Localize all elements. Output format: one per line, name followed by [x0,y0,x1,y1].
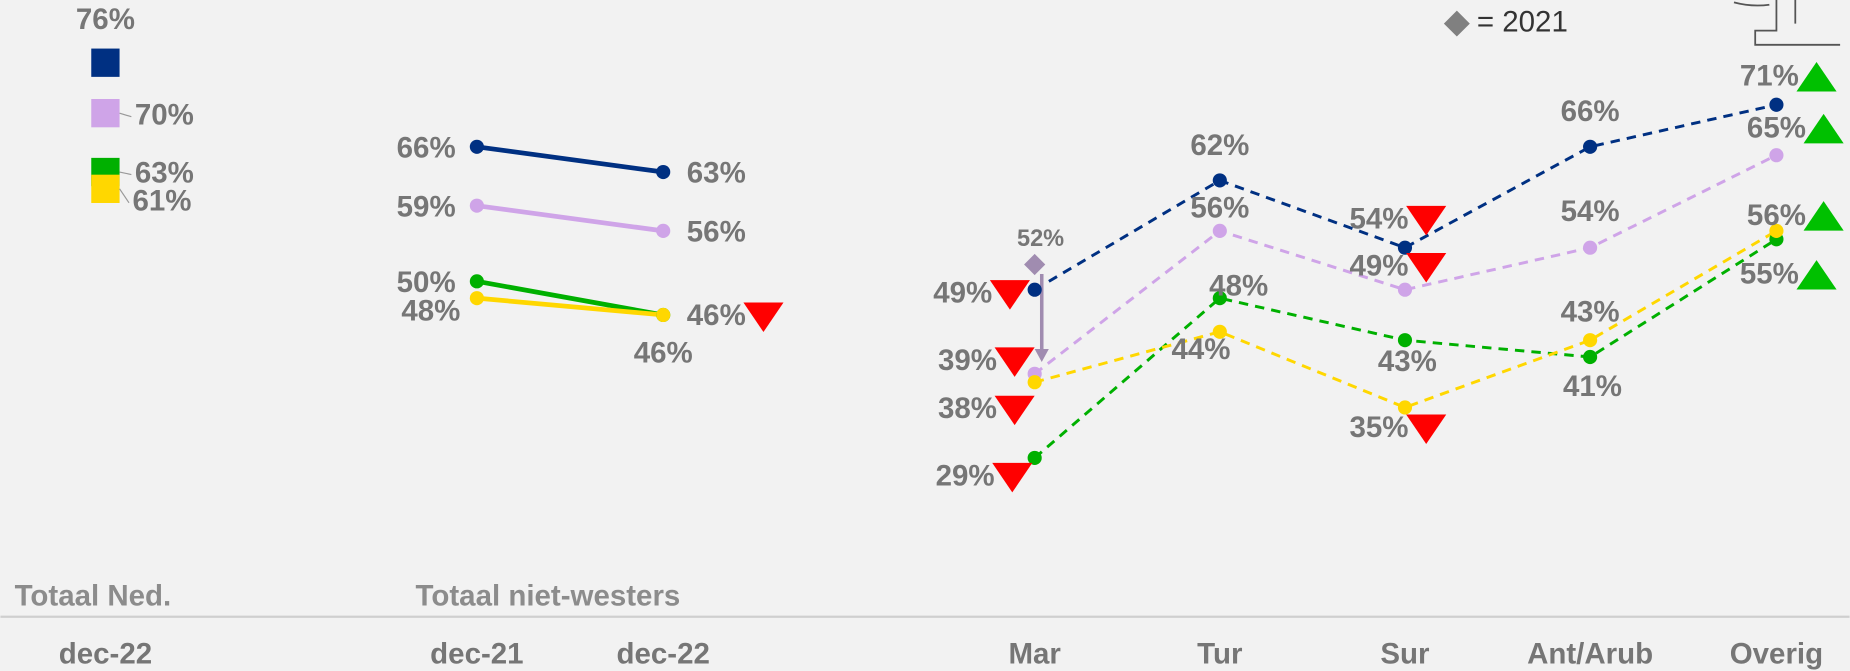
value-label: 41% [1563,370,1622,403]
value-label: 65% [1747,112,1806,145]
point [656,164,671,180]
legend-label: = 2021 [1477,5,1568,38]
square-marker [91,99,120,128]
value-label: 56% [687,215,746,248]
value-label: 61% [133,185,192,218]
value-label: 62% [1190,129,1249,162]
value-label: 49% [933,277,992,310]
value-label: 29% [936,459,995,492]
point [1397,282,1413,297]
point [1212,223,1227,238]
point [1583,139,1598,154]
value-label: 56% [1190,192,1249,225]
point [1397,333,1413,348]
point [1769,148,1784,163]
value-label: 43% [1378,345,1437,378]
point [469,291,484,306]
x-tick-label: dec-22 [59,637,152,670]
legend-marker [1443,10,1470,37]
point [1027,375,1042,390]
reference-label: 52% [1017,225,1064,251]
x-tick-label: Overig [1730,637,1823,670]
label-connector [119,171,132,176]
x-tick-label: Tur [1197,637,1243,670]
point [1769,97,1784,112]
significance-marker [1796,61,1837,92]
point [1027,450,1042,465]
significance-marker [1803,113,1844,144]
point [1397,240,1413,255]
value-label: 66% [397,132,456,165]
square-marker [91,48,120,77]
value-label: 39% [938,344,997,377]
point [656,307,671,323]
square-marker [91,174,120,203]
significance-marker [1803,201,1844,231]
series-line [476,295,664,318]
value-label: 66% [1561,95,1620,128]
panel-title: Totaal Ned. [15,580,172,613]
point [469,274,484,289]
series-line [1033,153,1778,375]
value-label: 46% [687,299,746,332]
reference-marker [1024,253,1046,276]
value-label: 48% [1209,270,1268,303]
series-line [476,279,664,318]
point [656,223,671,238]
significance-marker [1406,253,1447,283]
value-label: 38% [938,392,997,425]
label-connector [119,112,132,118]
point [469,198,484,213]
series-line [1034,229,1778,410]
value-label: 50% [397,266,456,299]
value-label: 56% [1747,199,1806,232]
significance-marker [743,302,784,333]
point [1583,240,1598,255]
x-tick-label: dec-21 [430,637,523,670]
value-label: 63% [135,156,194,189]
point [1583,349,1598,365]
value-label: 55% [1740,258,1799,291]
value-label: 54% [1561,195,1620,228]
significance-marker [1406,414,1447,445]
value-label: 49% [1350,249,1409,282]
significance-marker [1796,260,1837,290]
value-label: 59% [397,191,456,224]
value-label: 63% [687,156,746,189]
significance-marker [989,280,1030,310]
significance-marker [1406,205,1447,236]
label-connector [119,188,130,204]
x-tick-label: dec-22 [617,637,710,670]
series-line [476,203,664,234]
significance-marker [994,395,1035,426]
point [1769,223,1784,238]
value-label: 43% [1561,295,1620,328]
value-label: 46% [634,337,693,370]
point [1212,173,1227,188]
panel-title: Totaal niet-westers [416,580,681,613]
point [469,139,484,154]
point [1027,282,1042,297]
point [1212,324,1227,339]
reference-arrowhead [1034,349,1049,363]
series-line [476,144,664,175]
x-tick-label: Mar [1008,637,1061,670]
value-label: 54% [1350,202,1409,235]
value-label: 35% [1350,411,1409,444]
value-label: 48% [401,294,460,327]
point [1397,400,1413,415]
point [1583,333,1598,348]
point [1212,291,1227,306]
significance-marker [994,347,1035,377]
value-label: 70% [135,99,194,132]
icon [1733,0,1841,46]
value-label: 44% [1171,333,1230,366]
value-label: 71% [1740,60,1799,93]
value-label: 76% [76,3,135,36]
significance-marker [992,462,1033,493]
x-tick-label: Ant/Arub [1527,637,1653,670]
x-tick-label: Sur [1380,637,1430,670]
